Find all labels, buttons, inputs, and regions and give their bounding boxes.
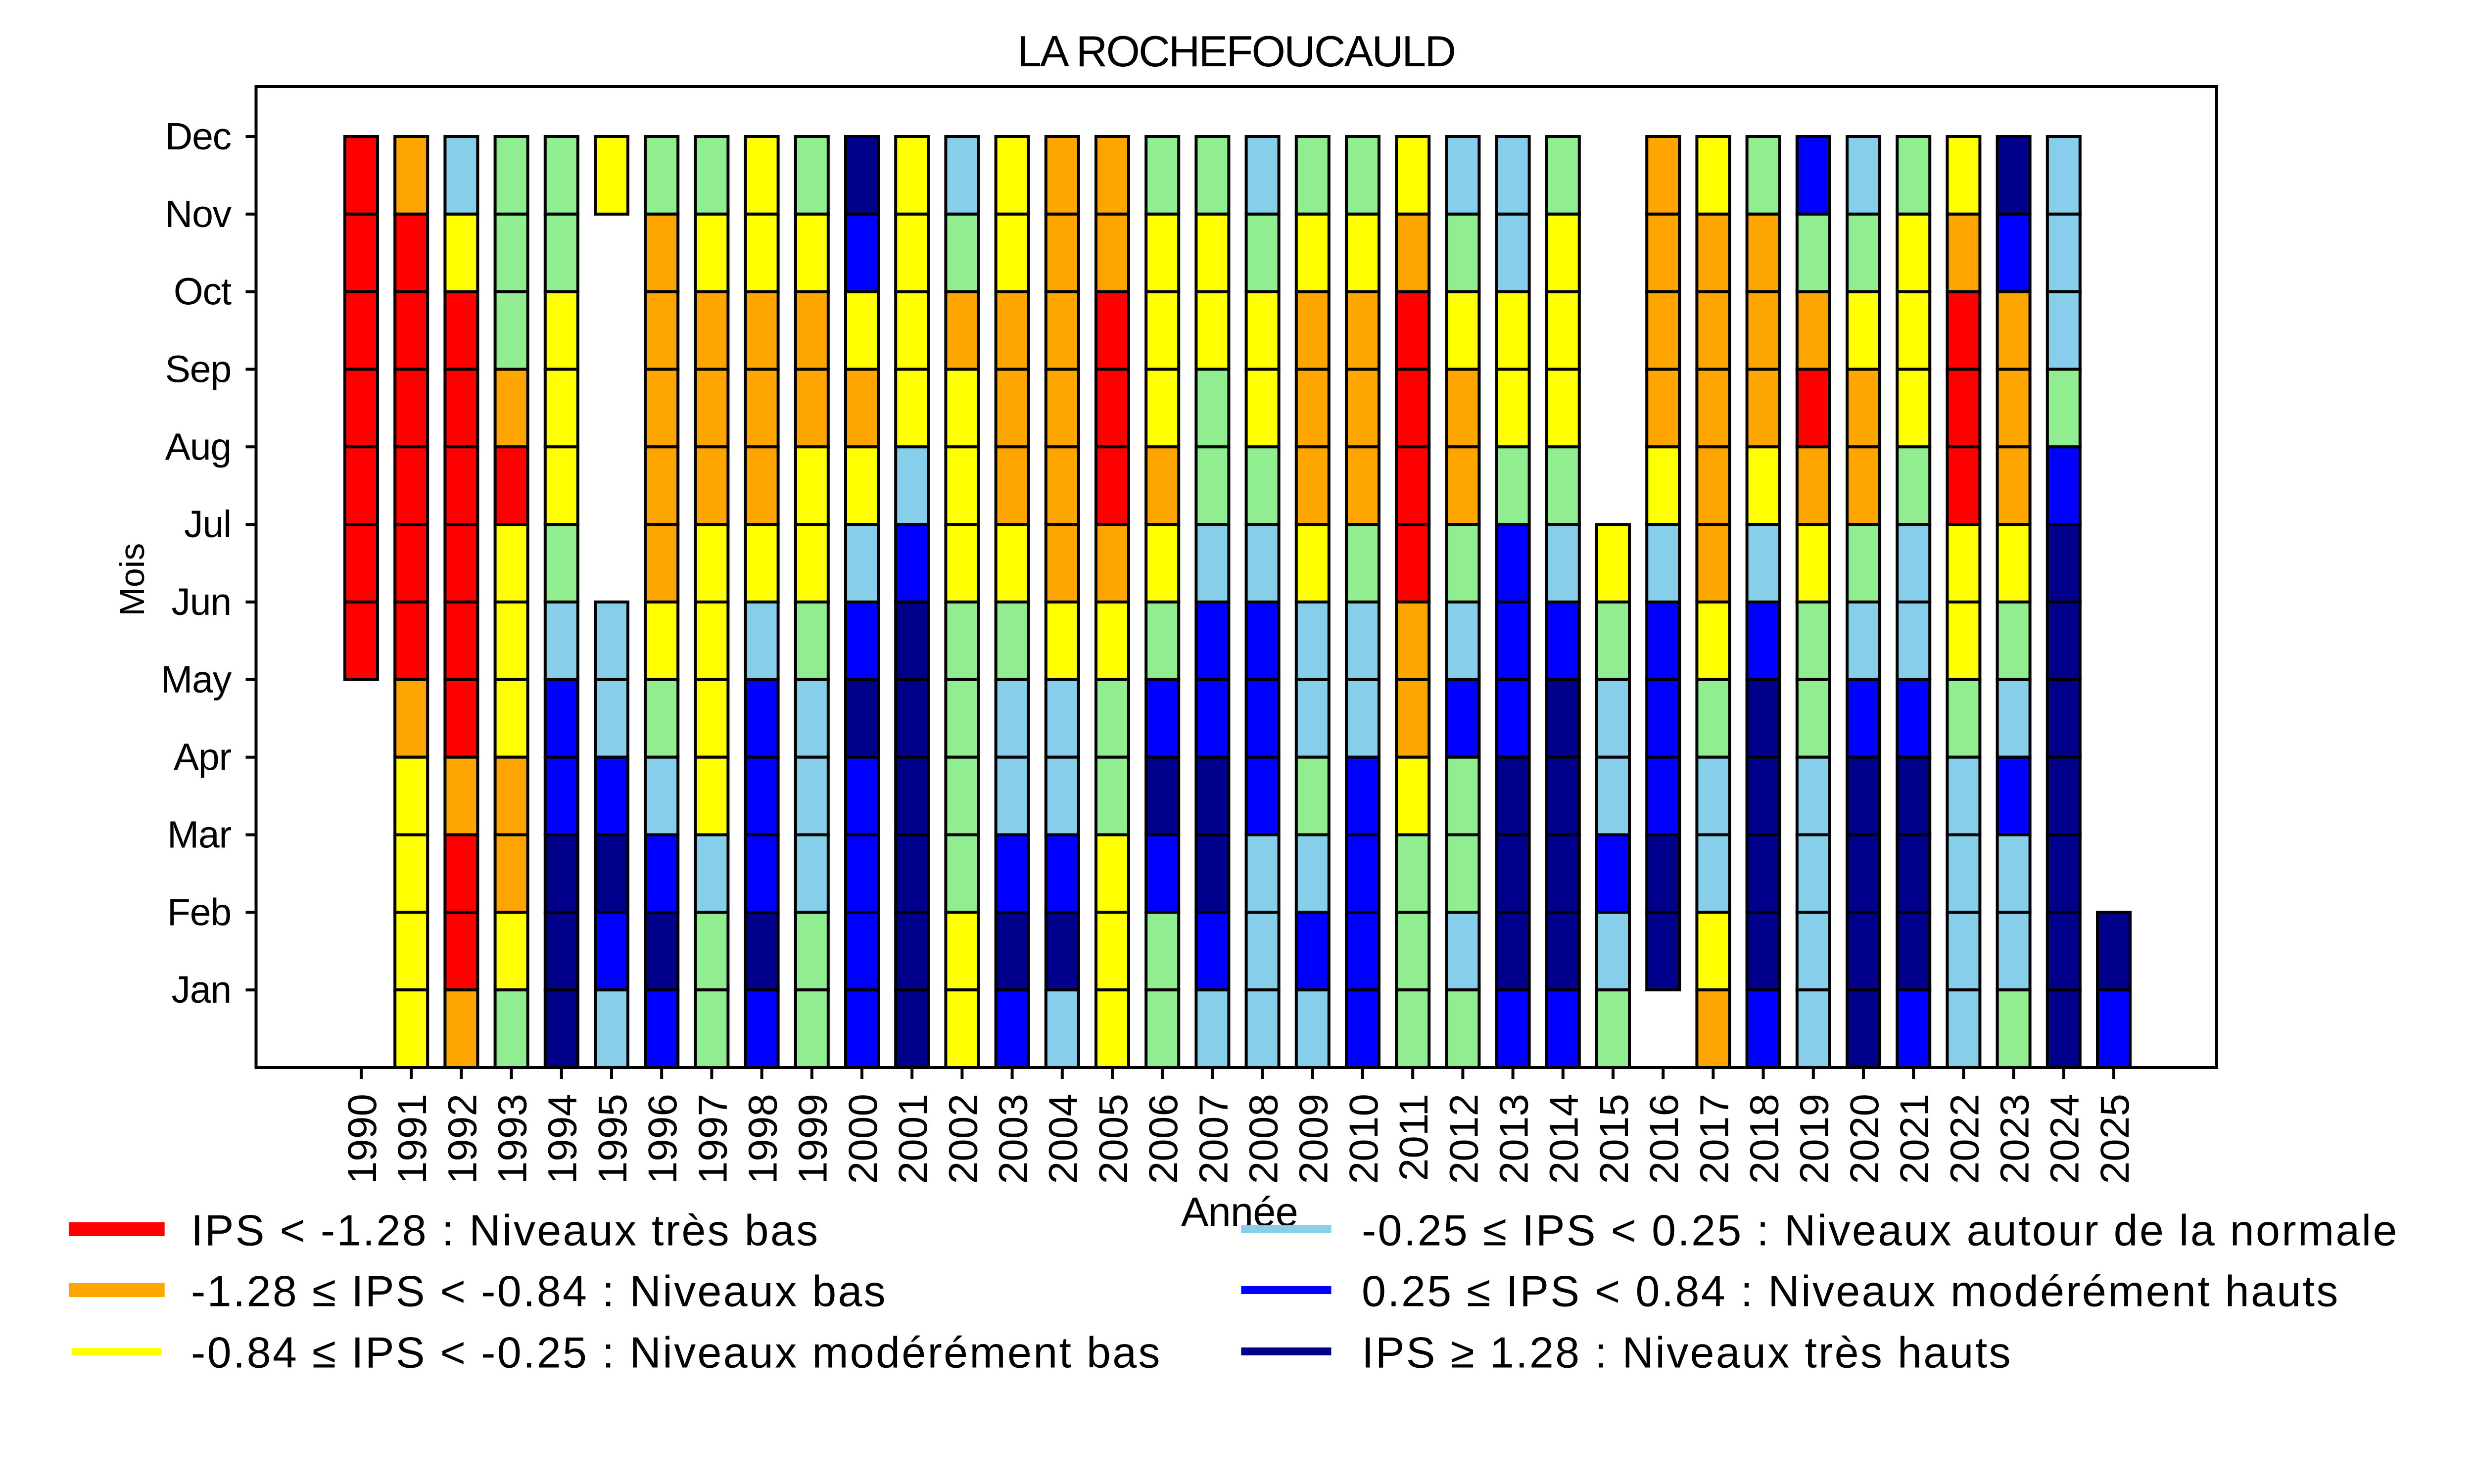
svg-text:1990: 1990 xyxy=(340,1094,385,1184)
svg-text:2009: 2009 xyxy=(1291,1094,1336,1184)
svg-text:2015: 2015 xyxy=(1592,1094,1637,1184)
svg-text:2023: 2023 xyxy=(1993,1094,2038,1184)
svg-text:2024: 2024 xyxy=(2043,1094,2088,1184)
svg-text:1993: 1993 xyxy=(490,1094,535,1184)
svg-text:2000: 2000 xyxy=(841,1094,886,1184)
svg-text:2012: 2012 xyxy=(1441,1094,1486,1184)
svg-text:Feb: Feb xyxy=(167,891,231,933)
svg-text:1998: 1998 xyxy=(741,1094,786,1184)
svg-text:2021: 2021 xyxy=(1892,1094,1937,1184)
svg-text:Jul: Jul xyxy=(184,503,231,546)
svg-text:2022: 2022 xyxy=(1942,1094,1987,1184)
svg-text:2019: 2019 xyxy=(1792,1094,1837,1184)
svg-text:2003: 2003 xyxy=(991,1094,1036,1184)
svg-text:2005: 2005 xyxy=(1091,1094,1136,1184)
svg-text:2008: 2008 xyxy=(1241,1094,1286,1184)
svg-text:2004: 2004 xyxy=(1041,1094,1086,1184)
svg-text:May: May xyxy=(161,658,232,701)
svg-text:Jun: Jun xyxy=(171,581,231,623)
svg-text:2007: 2007 xyxy=(1191,1094,1236,1184)
svg-text:2017: 2017 xyxy=(1692,1094,1737,1184)
svg-text:1997: 1997 xyxy=(690,1094,735,1184)
svg-text:2006: 2006 xyxy=(1141,1094,1186,1184)
svg-text:1996: 1996 xyxy=(640,1094,685,1184)
svg-text:-0.84 ≤ IPS < -0.25 : Niveaux: -0.84 ≤ IPS < -0.25 : Niveaux modérément… xyxy=(191,1328,1162,1377)
svg-text:1992: 1992 xyxy=(440,1094,485,1184)
svg-text:Dec: Dec xyxy=(165,115,231,158)
svg-text:1991: 1991 xyxy=(390,1094,435,1184)
svg-text:Mar: Mar xyxy=(167,814,232,856)
svg-text:1999: 1999 xyxy=(791,1094,836,1184)
svg-text:2002: 2002 xyxy=(941,1094,986,1184)
svg-text:Mois: Mois xyxy=(113,543,151,616)
svg-text:Aug: Aug xyxy=(165,425,231,468)
svg-text:IPS < -1.28 : Niveaux très bas: IPS < -1.28 : Niveaux très bas xyxy=(191,1206,819,1255)
svg-text:-0.25 ≤ IPS < 0.25 : Niveaux a: -0.25 ≤ IPS < 0.25 : Niveaux autour de l… xyxy=(1362,1206,2399,1255)
svg-text:Jan: Jan xyxy=(171,969,231,1011)
svg-text:2020: 2020 xyxy=(1842,1094,1887,1184)
svg-text:IPS ≥ 1.28 : Niveaux très haut: IPS ≥ 1.28 : Niveaux très hauts xyxy=(1362,1328,2012,1377)
svg-text:2010: 2010 xyxy=(1341,1094,1386,1184)
svg-text:2014: 2014 xyxy=(1542,1094,1587,1184)
svg-text:Sep: Sep xyxy=(165,348,231,391)
svg-text:2018: 2018 xyxy=(1742,1094,1787,1184)
svg-text:2016: 2016 xyxy=(1642,1094,1687,1184)
svg-text:Oct: Oct xyxy=(174,271,232,313)
svg-text:2025: 2025 xyxy=(2093,1094,2138,1184)
svg-text:-1.28 ≤ IPS < -0.84 : Niveaux: -1.28 ≤ IPS < -0.84 : Niveaux bas xyxy=(191,1267,887,1316)
svg-text:1994: 1994 xyxy=(540,1094,585,1184)
svg-text:1995: 1995 xyxy=(590,1094,635,1184)
svg-text:LA ROCHEFOUCAULD: LA ROCHEFOUCAULD xyxy=(1017,27,1455,76)
svg-text:2011: 2011 xyxy=(1391,1094,1436,1181)
svg-text:0.25 ≤ IPS < 0.84 : Niveaux mo: 0.25 ≤ IPS < 0.84 : Niveaux modérément h… xyxy=(1362,1267,2340,1316)
svg-text:2001: 2001 xyxy=(891,1094,936,1184)
svg-text:Apr: Apr xyxy=(174,736,232,779)
svg-text:2013: 2013 xyxy=(1492,1094,1537,1184)
svg-text:Nov: Nov xyxy=(165,193,232,235)
